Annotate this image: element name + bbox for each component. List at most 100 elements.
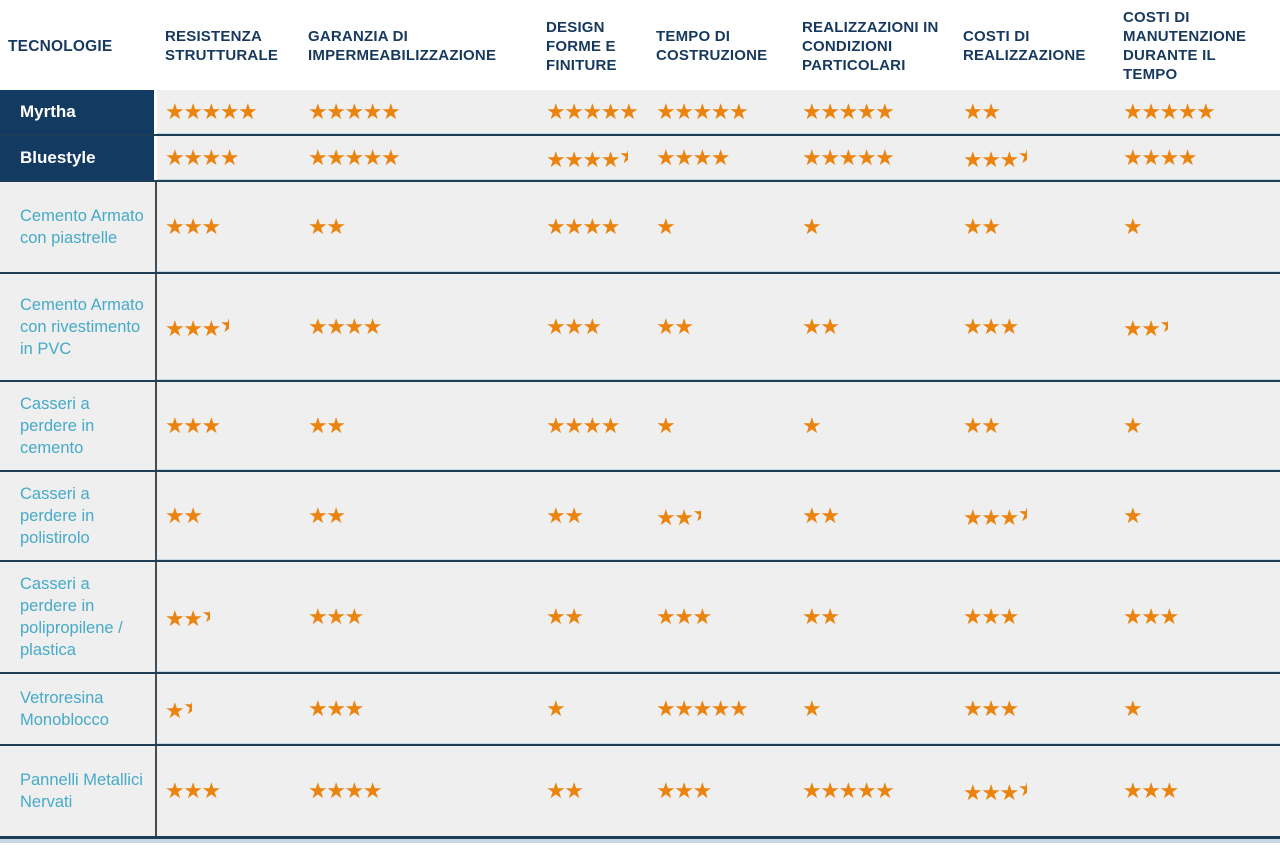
star-icon: ★ — [874, 99, 895, 124]
rating-cell: ★★ — [538, 562, 648, 672]
star-rating: ★★ — [802, 606, 840, 628]
star-icon: ★ — [1159, 778, 1179, 803]
star-icon: ★ — [183, 145, 203, 170]
star-icon: ★ — [963, 147, 983, 172]
star-icon: ★ — [183, 606, 203, 631]
star-rating: ★★★★ — [308, 314, 382, 339]
table-row: Vetroresina Monoblocco★★★★★★★★★★★★★★★★ — [0, 672, 1280, 744]
star-rating: ★★★ — [963, 316, 1019, 338]
star-icon: ★ — [981, 696, 1001, 721]
star-icon: ★ — [981, 214, 1001, 239]
half-star-icon: ★ — [183, 696, 192, 718]
technology-row-label: Cemento Armato con piastrelle — [0, 182, 157, 272]
star-icon: ★ — [326, 604, 346, 629]
star-rating: ★★ — [165, 696, 192, 722]
rating-cell: ★ — [1115, 674, 1280, 744]
star-icon: ★ — [564, 99, 584, 124]
star-icon: ★ — [963, 696, 983, 721]
star-icon: ★ — [308, 604, 328, 629]
star-icon: ★ — [326, 214, 346, 239]
star-icon: ★ — [999, 505, 1019, 530]
row-label-text: Casseri a perdere in polistirolo — [20, 485, 95, 547]
star-rating: ★★★★ — [546, 415, 620, 437]
star-icon: ★ — [1141, 316, 1161, 341]
star-icon: ★ — [838, 145, 858, 170]
star-icon: ★ — [326, 314, 346, 339]
star-icon: ★ — [1141, 604, 1161, 629]
star-rating: ★★★★ — [308, 780, 382, 802]
half-star-icon: ★ — [201, 604, 210, 626]
star-rating: ★ — [1123, 214, 1143, 239]
star-rating: ★★★ — [1123, 778, 1179, 803]
star-icon: ★ — [802, 314, 822, 339]
star-rating: ★★★★ — [963, 503, 1027, 529]
star-icon: ★ — [656, 778, 676, 803]
rating-cell: ★★★★★ — [300, 136, 538, 180]
star-icon: ★ — [820, 99, 840, 124]
star-icon: ★ — [692, 696, 712, 721]
rating-cell: ★★ — [955, 182, 1115, 272]
star-icon: ★ — [1159, 604, 1179, 629]
star-icon: ★ — [564, 214, 584, 239]
star-icon: ★ — [1123, 778, 1143, 803]
star-rating: ★★★ — [1123, 314, 1168, 340]
star-rating: ★ — [656, 214, 676, 239]
star-icon: ★ — [1177, 99, 1198, 124]
star-icon: ★ — [820, 503, 840, 528]
star-icon: ★ — [1177, 145, 1198, 170]
rating-cell: ★★★★★ — [794, 746, 955, 836]
rating-cell: ★★ — [300, 472, 538, 560]
star-rating: ★ — [1123, 415, 1143, 437]
star-icon: ★ — [1123, 214, 1143, 239]
star-rating: ★★★ — [165, 780, 221, 802]
star-rating: ★★★ — [656, 778, 712, 803]
star-rating: ★★★ — [308, 698, 364, 720]
star-icon: ★ — [201, 99, 221, 124]
rating-cell: ★★★ — [300, 674, 538, 744]
row-label-text: Cemento Armato con rivestimento in PVC — [20, 296, 144, 358]
star-icon: ★ — [546, 503, 566, 528]
row-label-text: Pannelli Metallici Nervati — [20, 771, 143, 811]
star-rating: ★★★ — [165, 415, 221, 437]
star-rating: ★★★★★ — [546, 99, 639, 124]
star-icon: ★ — [656, 696, 676, 721]
star-icon: ★ — [710, 145, 731, 170]
star-rating: ★ — [802, 415, 822, 437]
star-icon: ★ — [802, 778, 822, 803]
star-icon: ★ — [600, 214, 621, 239]
star-icon: ★ — [802, 99, 822, 124]
column-header-criterion: COSTI DI MANUTENZIONE DURANTE IL TEMPO — [1123, 9, 1247, 83]
rating-cell: ★★★ — [1115, 562, 1280, 672]
star-icon: ★ — [728, 696, 749, 721]
star-rating: ★★ — [165, 503, 203, 528]
star-icon: ★ — [1123, 696, 1143, 721]
star-icon: ★ — [728, 99, 749, 124]
star-icon: ★ — [674, 604, 694, 629]
rating-cell: ★ — [1115, 472, 1280, 560]
rating-cell: ★★★ — [648, 746, 794, 836]
half-star-icon: ★ — [1018, 503, 1027, 525]
rating-cell: ★ — [538, 674, 648, 744]
rating-cell: ★ — [1115, 182, 1280, 272]
star-icon: ★ — [183, 503, 203, 528]
star-icon: ★ — [692, 145, 712, 170]
star-icon: ★ — [656, 214, 676, 239]
star-icon: ★ — [656, 99, 676, 124]
star-icon: ★ — [1123, 99, 1143, 124]
star-icon: ★ — [326, 99, 346, 124]
rating-cell: ★ — [648, 382, 794, 470]
star-rating: ★★ — [308, 505, 346, 527]
half-star-icon: ★ — [1018, 145, 1027, 167]
rating-cell: ★★★★★ — [538, 136, 648, 180]
star-icon: ★ — [582, 314, 602, 339]
star-icon: ★ — [874, 145, 895, 170]
star-rating: ★★ — [546, 780, 584, 802]
half-star-icon: ★ — [692, 503, 701, 525]
star-icon: ★ — [219, 145, 240, 170]
star-rating: ★★ — [656, 316, 694, 338]
star-icon: ★ — [564, 503, 584, 528]
star-icon: ★ — [546, 314, 566, 339]
star-icon: ★ — [165, 316, 185, 341]
column-header-criterion: DESIGN FORME E FINITURE — [546, 18, 617, 74]
rating-cell: ★ — [1115, 382, 1280, 470]
